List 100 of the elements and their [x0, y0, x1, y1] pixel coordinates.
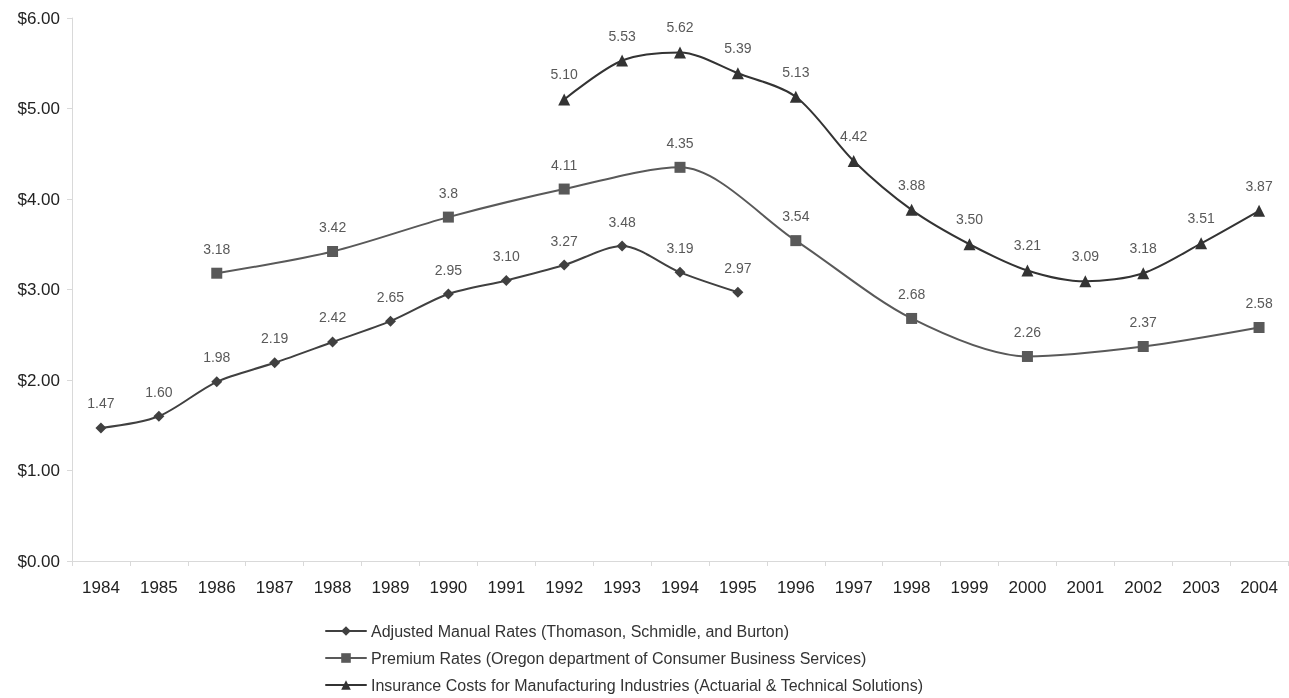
- data-label: 2.19: [261, 330, 289, 347]
- x-tick-label: 1987: [255, 578, 294, 597]
- data-label: 2.97: [724, 259, 752, 276]
- point: [211, 267, 223, 279]
- x-tick-label: 2000: [1008, 578, 1047, 597]
- x-tick-label: 1997: [834, 578, 873, 597]
- point: [327, 245, 339, 257]
- legend-label: Adjusted Manual Rates (Thomason, Schmidle, and Burton): [371, 622, 789, 640]
- point: [211, 376, 223, 388]
- x-tick-label: 1995: [718, 578, 757, 597]
- point: [1253, 204, 1266, 217]
- point: [384, 315, 396, 327]
- x-tick-label: 1984: [82, 578, 120, 597]
- data-label: 1.98: [203, 349, 231, 366]
- point: [1079, 275, 1092, 288]
- data-label: 3.8: [438, 184, 459, 201]
- point: [963, 238, 976, 251]
- x-tick-label: 2004: [1240, 578, 1278, 597]
- data-label: 2.65: [376, 288, 405, 305]
- data-label: 2.26: [1013, 323, 1042, 340]
- point: [1021, 264, 1034, 277]
- y-tick-label: $3.00: [17, 280, 60, 299]
- point: [1137, 341, 1149, 353]
- x-tick-label: 1990: [429, 578, 468, 597]
- data-label: 5.62: [666, 19, 694, 36]
- point: [269, 357, 281, 369]
- data-label: 3.18: [1129, 240, 1158, 257]
- point: [674, 46, 686, 59]
- data-label: 2.42: [318, 309, 347, 326]
- point: [616, 54, 629, 67]
- point: [790, 235, 802, 247]
- data-label: 3.21: [1013, 237, 1042, 254]
- x-tick-label: 1989: [371, 578, 410, 597]
- point: [442, 288, 454, 300]
- x-tick-label: 1992: [545, 578, 584, 597]
- y-tick-label: $6.00: [17, 8, 60, 28]
- point: [153, 410, 165, 422]
- point: [674, 161, 686, 173]
- point: [500, 274, 512, 286]
- x-tick-label: 1993: [603, 578, 642, 597]
- data-label: 4.42: [840, 127, 868, 144]
- data-label: 3.51: [1187, 210, 1215, 227]
- data-label: 4.35: [666, 134, 694, 151]
- point: [674, 266, 686, 278]
- legend-label: Insurance Costs for Manufacturing Industries (Actuarial & Technical Solutions): [371, 676, 923, 694]
- data-label: 1.47: [87, 395, 115, 412]
- point: [558, 183, 570, 195]
- x-tick-label: 2001: [1066, 578, 1105, 597]
- data-label: 3.54: [782, 208, 810, 225]
- data-label: 5.10: [550, 66, 579, 83]
- x-tick-label: 2002: [1124, 578, 1163, 597]
- data-label: 3.19: [666, 239, 694, 256]
- x-tick-label: 2003: [1182, 578, 1221, 597]
- x-tick-label: 1996: [776, 578, 815, 597]
- data-label: 3.10: [492, 247, 521, 264]
- data-label: 3.87: [1245, 177, 1273, 194]
- point: [1195, 237, 1208, 250]
- point: [905, 203, 918, 216]
- y-tick-label: $1.00: [17, 461, 60, 480]
- data-label: 2.95: [434, 261, 463, 278]
- y-tick-label: $5.00: [17, 99, 60, 118]
- data-label: 3.50: [955, 211, 984, 228]
- data-label: 3.88: [897, 176, 926, 193]
- point: [906, 312, 918, 324]
- data-label: 4.11: [551, 156, 578, 173]
- y-tick-label: $0.00: [17, 551, 60, 571]
- point: [847, 154, 860, 167]
- data-label: 3.18: [203, 240, 231, 257]
- x-tick-label: 1994: [661, 578, 699, 597]
- data-label: 1.60: [145, 383, 173, 400]
- data-label: 3.27: [550, 232, 579, 249]
- point: [1137, 267, 1150, 280]
- data-label: 5.53: [608, 27, 636, 44]
- data-label: 2.37: [1129, 314, 1158, 331]
- data-label: 3.48: [608, 213, 636, 230]
- point: [789, 90, 802, 103]
- data-label: 5.13: [782, 63, 810, 80]
- x-tick-label: 1991: [487, 578, 526, 597]
- x-tick-label: 1985: [139, 578, 178, 597]
- point: [1021, 350, 1033, 362]
- legend-label: Premium Rates (Oregon department of Consumer Business Services): [371, 649, 867, 667]
- point: [1253, 322, 1265, 334]
- data-label: 2.58: [1245, 295, 1273, 312]
- point: [616, 240, 628, 252]
- data-label: 3.42: [318, 218, 347, 235]
- x-tick-label: 1998: [892, 578, 931, 597]
- data-label: 3.09: [1071, 248, 1100, 265]
- point: [731, 67, 744, 80]
- y-tick-label: $2.00: [17, 370, 60, 390]
- point: [95, 422, 107, 434]
- y-tick-label: $4.00: [17, 189, 60, 209]
- point: [442, 211, 454, 223]
- x-tick-label: 1999: [950, 578, 989, 597]
- x-tick-label: 1986: [197, 578, 236, 597]
- point: [327, 336, 339, 348]
- point: [558, 259, 570, 271]
- data-label: 2.68: [897, 285, 926, 302]
- x-tick-label: 1988: [313, 578, 352, 597]
- data-label: 5.39: [724, 40, 752, 57]
- point: [732, 286, 744, 298]
